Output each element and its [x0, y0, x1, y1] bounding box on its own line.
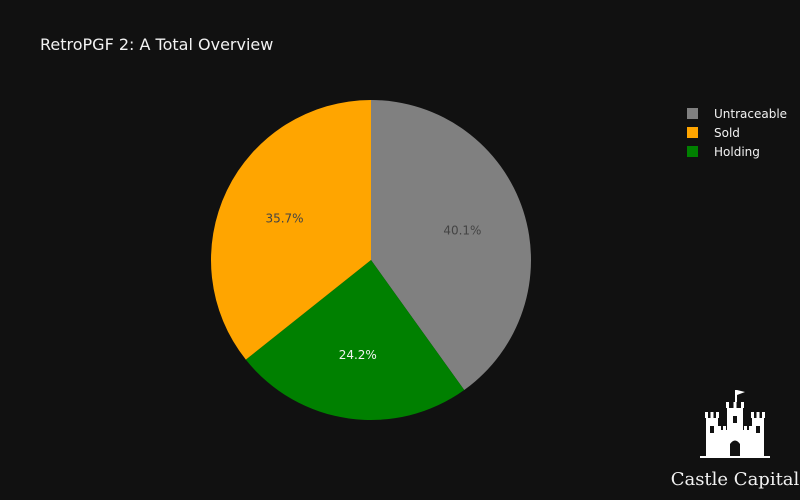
pie-slice-sold[interactable] [210, 100, 371, 360]
legend-swatch-sold [687, 127, 698, 138]
legend-label-untraceable: Untraceable [714, 107, 787, 121]
pie-slice-holding[interactable] [245, 260, 465, 420]
legend: Untraceable Sold Holding [687, 107, 787, 159]
pie-slice-labels: 40.1% 24.2% 35.7% [265, 211, 481, 362]
brand-name: Castle Capital [671, 469, 800, 490]
legend-label-holding: Holding [714, 145, 760, 159]
slice-label-untraceable: 40.1% [443, 224, 481, 238]
legend-swatch-untraceable [687, 108, 698, 119]
brand-logo: Castle Capital [671, 390, 800, 490]
legend-label-sold: Sold [714, 126, 740, 140]
legend-item-untraceable[interactable]: Untraceable [687, 107, 787, 121]
chart-title: RetroPGF 2: A Total Overview [40, 35, 273, 54]
pie-slice-untraceable[interactable] [371, 100, 531, 391]
legend-item-sold[interactable]: Sold [687, 126, 740, 140]
legend-swatch-holding [687, 146, 698, 157]
slice-label-sold: 35.7% [265, 211, 303, 225]
legend-item-holding[interactable]: Holding [687, 145, 760, 159]
pie-slices [210, 100, 531, 420]
slice-label-holding: 24.2% [339, 348, 377, 362]
